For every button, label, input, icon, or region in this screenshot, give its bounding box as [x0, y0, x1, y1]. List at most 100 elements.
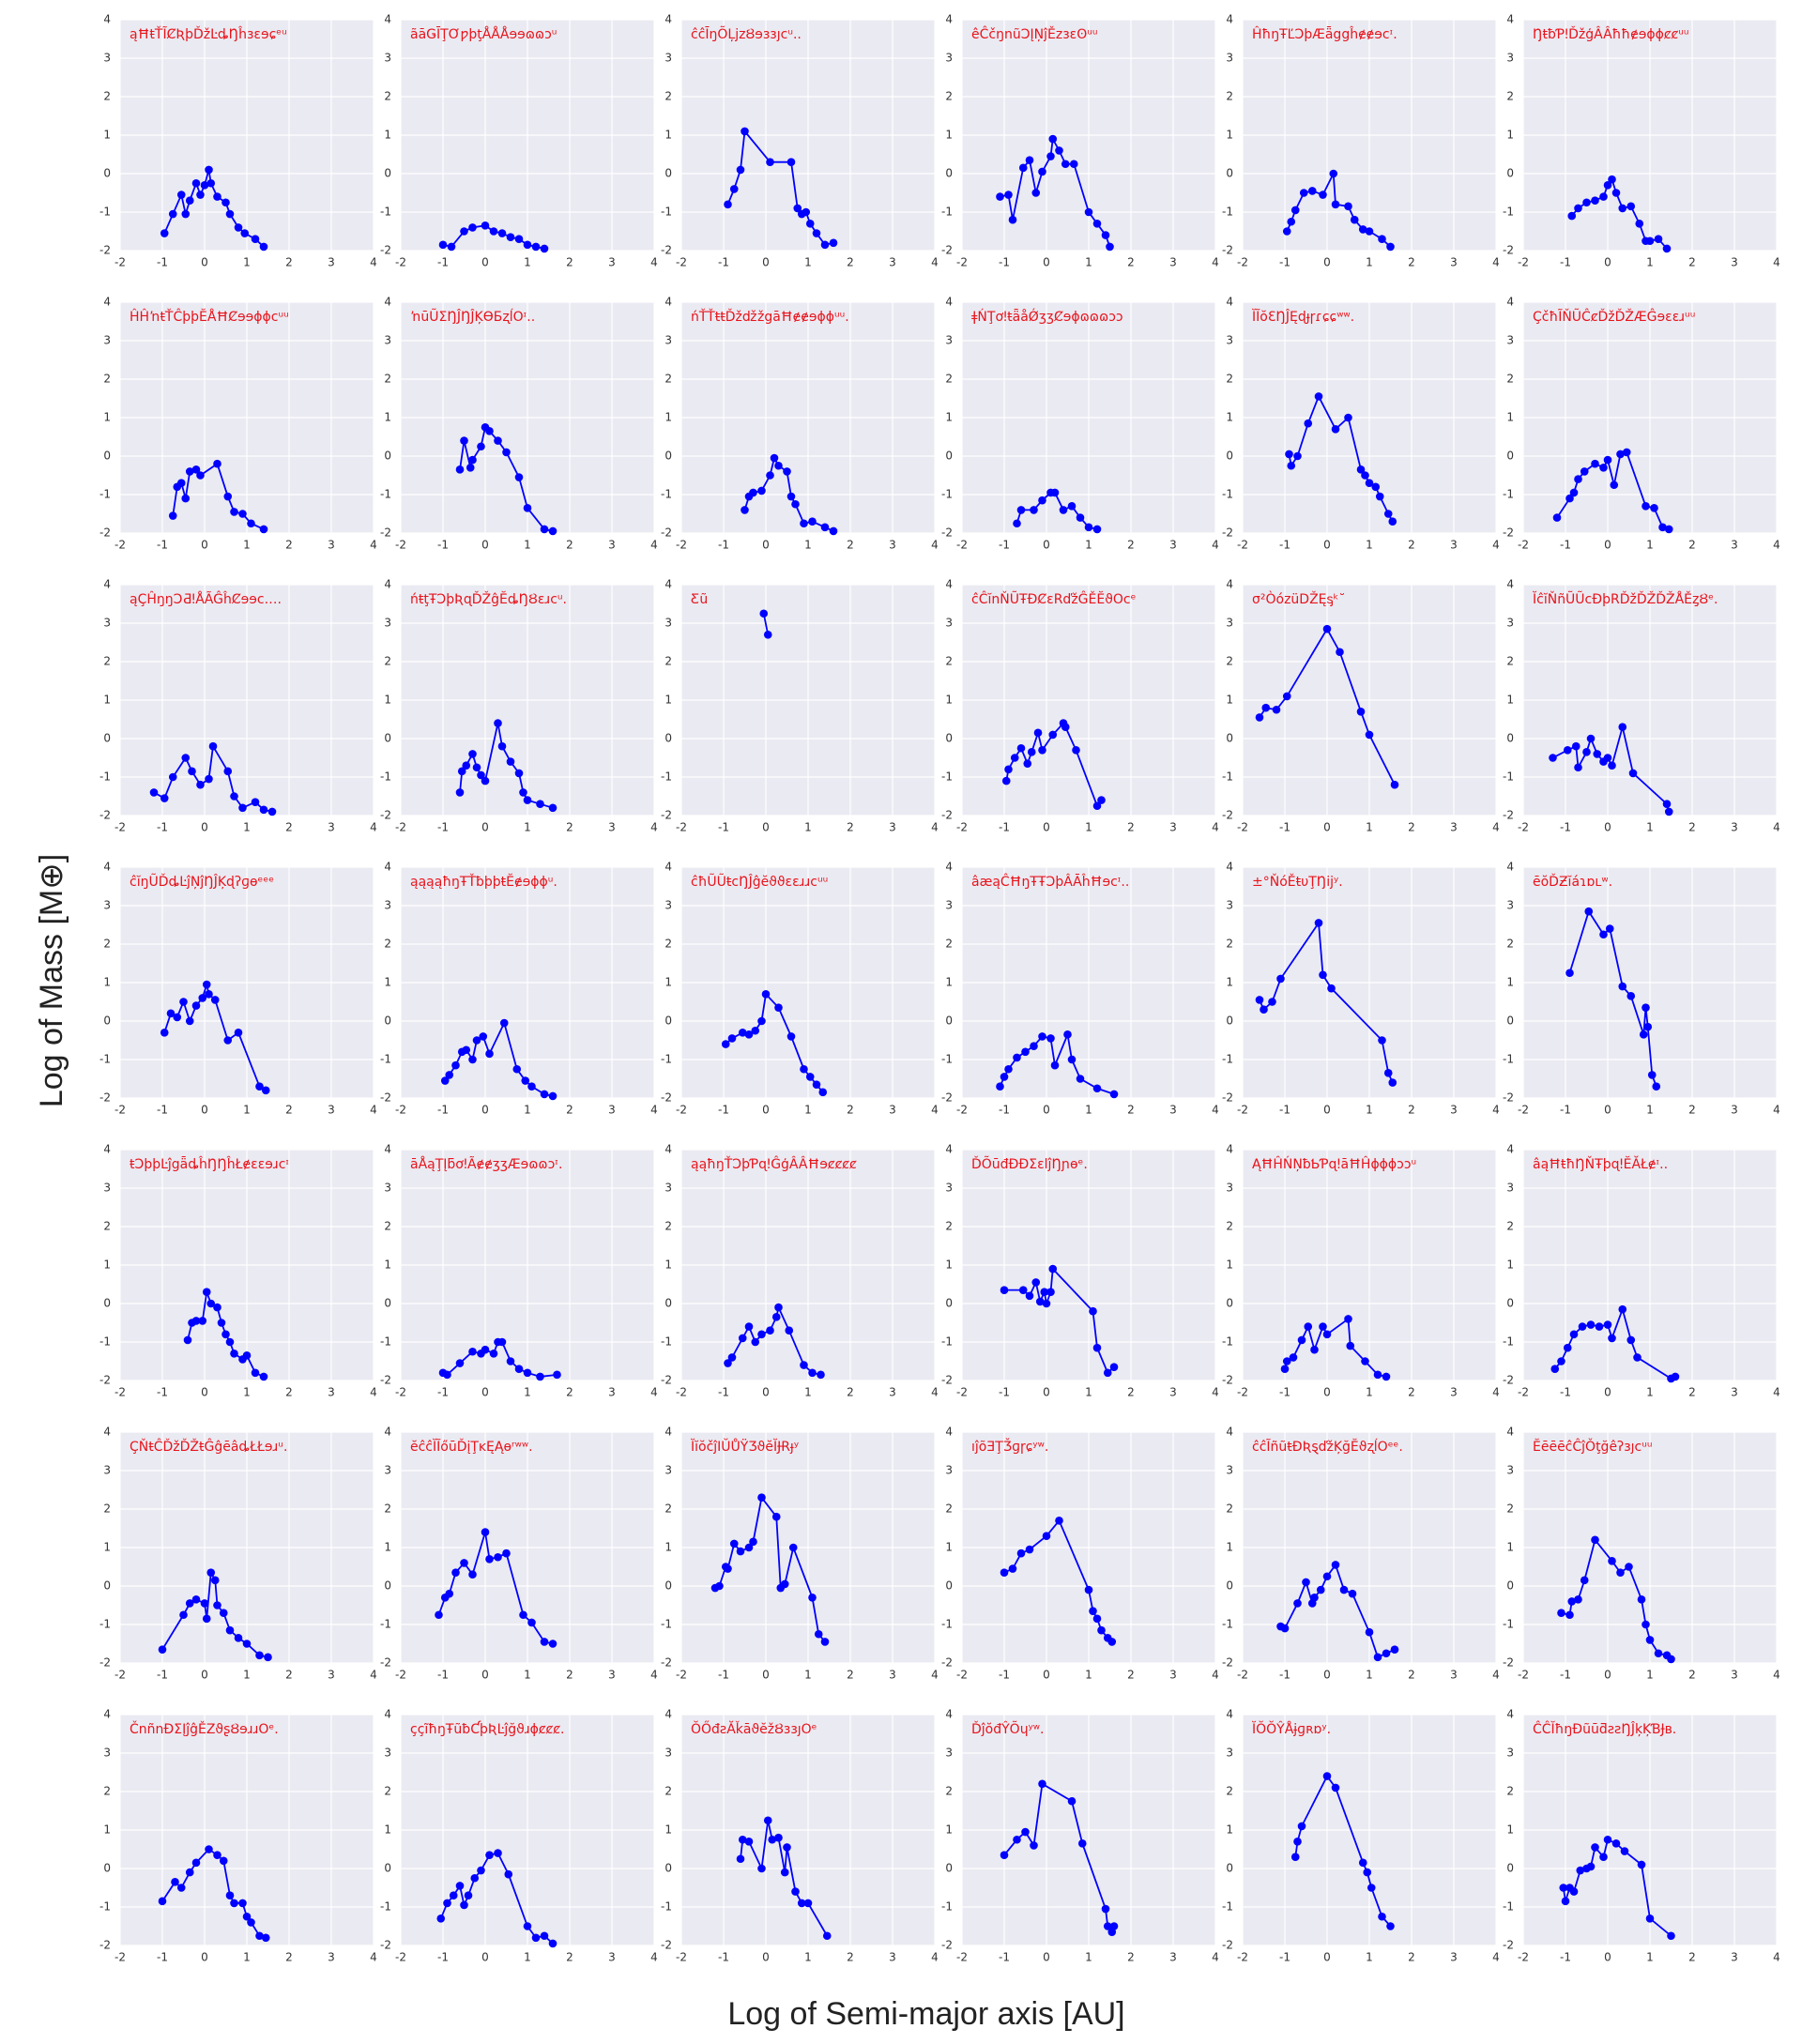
y-tick-label: 1 [384, 1823, 391, 1837]
y-tick-label: -2 [99, 1374, 111, 1387]
data-point [1289, 1353, 1298, 1362]
y-tick-label: 4 [1506, 1143, 1514, 1156]
x-tick-label: 4 [650, 1386, 658, 1399]
data-point [1067, 502, 1077, 511]
y-tick-label: 2 [1226, 1785, 1233, 1798]
y-tick-label: 4 [1226, 1426, 1233, 1439]
data-point [171, 1878, 179, 1886]
data-point [805, 220, 815, 228]
chart-title: ŎŐđƨĂǩāϑĕžȢɜɜȷOᵉ [691, 1720, 817, 1737]
data-point [1643, 1022, 1653, 1031]
x-tick-label: 3 [889, 1669, 896, 1682]
x-tick-label: -2 [1237, 1104, 1248, 1117]
data-point [736, 1547, 745, 1556]
y-tick-label: 2 [945, 90, 953, 103]
data-point [455, 788, 465, 797]
data-point [548, 526, 557, 536]
x-tick-label: -2 [395, 1951, 406, 1964]
x-tick-label: -1 [1560, 1951, 1571, 1964]
data-point [818, 1088, 828, 1097]
x-tick-label: 2 [1127, 821, 1135, 834]
x-tick-label: -2 [395, 1386, 406, 1399]
data-point [1595, 1322, 1604, 1331]
x-tick-label: 4 [1212, 821, 1219, 834]
y-tick-label: -2 [661, 1091, 672, 1105]
data-point [1358, 1858, 1367, 1868]
x-tick-label: -2 [956, 821, 968, 834]
data-point [1390, 780, 1399, 789]
x-tick-label: 2 [1688, 1386, 1696, 1399]
x-tick-label: 2 [847, 256, 854, 269]
data-point [1563, 1343, 1572, 1352]
y-axis-label: Log of Mass [M⊕] [34, 854, 69, 1107]
data-point [255, 1082, 264, 1091]
y-tick-label: 0 [1226, 1014, 1233, 1028]
y-tick-label: 1 [1226, 1541, 1233, 1554]
y-tick-label: 3 [384, 52, 391, 65]
data-point [1599, 930, 1608, 939]
y-tick-label: -1 [99, 488, 111, 501]
data-point [230, 1899, 238, 1908]
data-point [176, 479, 186, 487]
y-tick-label: -1 [1503, 770, 1514, 784]
data-point [225, 1891, 235, 1899]
data-point [1358, 225, 1367, 234]
data-point [1344, 202, 1352, 211]
y-tick-label: 0 [384, 1862, 391, 1875]
data-point [1069, 160, 1078, 169]
x-tick-label: -2 [956, 539, 968, 552]
data-point [1608, 1334, 1616, 1343]
x-tick-label: 0 [481, 1951, 489, 1964]
y-tick-label: -2 [1222, 244, 1233, 257]
data-point [1565, 969, 1574, 978]
y-tick-label: -2 [661, 1374, 672, 1387]
data-point [540, 1638, 549, 1646]
y-tick-label: 2 [1506, 655, 1514, 668]
data-point [805, 1073, 815, 1081]
y-tick-label: -1 [99, 1900, 111, 1914]
y-tick-label: -2 [941, 1091, 953, 1105]
x-tick-label: 1 [243, 256, 251, 269]
y-tick-label: 3 [1226, 1747, 1233, 1760]
y-tick-label: 1 [664, 1823, 672, 1837]
x-tick-label: 2 [1127, 1104, 1135, 1117]
y-tick-label: 4 [1506, 13, 1514, 26]
data-point [1097, 796, 1106, 804]
x-tick-label: 3 [1169, 256, 1177, 269]
y-tick-label: 2 [1226, 373, 1233, 386]
x-tick-label: -2 [395, 539, 406, 552]
data-point [451, 1568, 460, 1577]
x-tick-label: 1 [243, 1951, 251, 1964]
x-tick-label: 2 [285, 1951, 293, 1964]
data-point [489, 1350, 498, 1358]
chart-title: ãāǤĪŢƠƿþţÅÅÅɘɘɷɷɔᵘ [410, 26, 557, 42]
data-point [727, 1034, 737, 1043]
y-tick-label: 1 [1226, 976, 1233, 989]
y-tick-label: 2 [664, 373, 672, 386]
x-tick-label: 1 [1085, 1386, 1092, 1399]
y-tick-label: 2 [1226, 1220, 1233, 1233]
data-point [1671, 1372, 1680, 1381]
x-tick-label: -2 [115, 1104, 126, 1117]
x-tick-label: 3 [889, 1104, 896, 1117]
x-tick-label: 2 [847, 539, 854, 552]
x-tick-label: 4 [650, 1951, 658, 1964]
data-point [477, 442, 485, 451]
x-tick-label: 0 [1043, 1951, 1050, 1964]
data-point [259, 805, 268, 815]
data-point [1016, 1548, 1026, 1558]
data-point [548, 1640, 557, 1648]
data-point [210, 996, 220, 1004]
data-point [1367, 1884, 1376, 1892]
x-tick-label: -2 [676, 539, 687, 552]
data-point [1268, 998, 1276, 1006]
x-tick-label: 0 [1043, 821, 1050, 834]
y-tick-label: 4 [1226, 1708, 1233, 1721]
data-point [460, 1559, 468, 1567]
data-point [1382, 1372, 1391, 1381]
x-tick-label: -1 [1279, 1669, 1290, 1682]
x-tick-label: -1 [157, 1386, 168, 1399]
chart-title: ĉħŨŨŧcŊĴĝĕϑϑɛɛɹɹcᵘᵘ [691, 874, 828, 890]
y-tick-label: -2 [1222, 809, 1233, 822]
chart-title: ĬŎŎŶÅɉɡʀɒʸ. [1251, 1720, 1331, 1737]
